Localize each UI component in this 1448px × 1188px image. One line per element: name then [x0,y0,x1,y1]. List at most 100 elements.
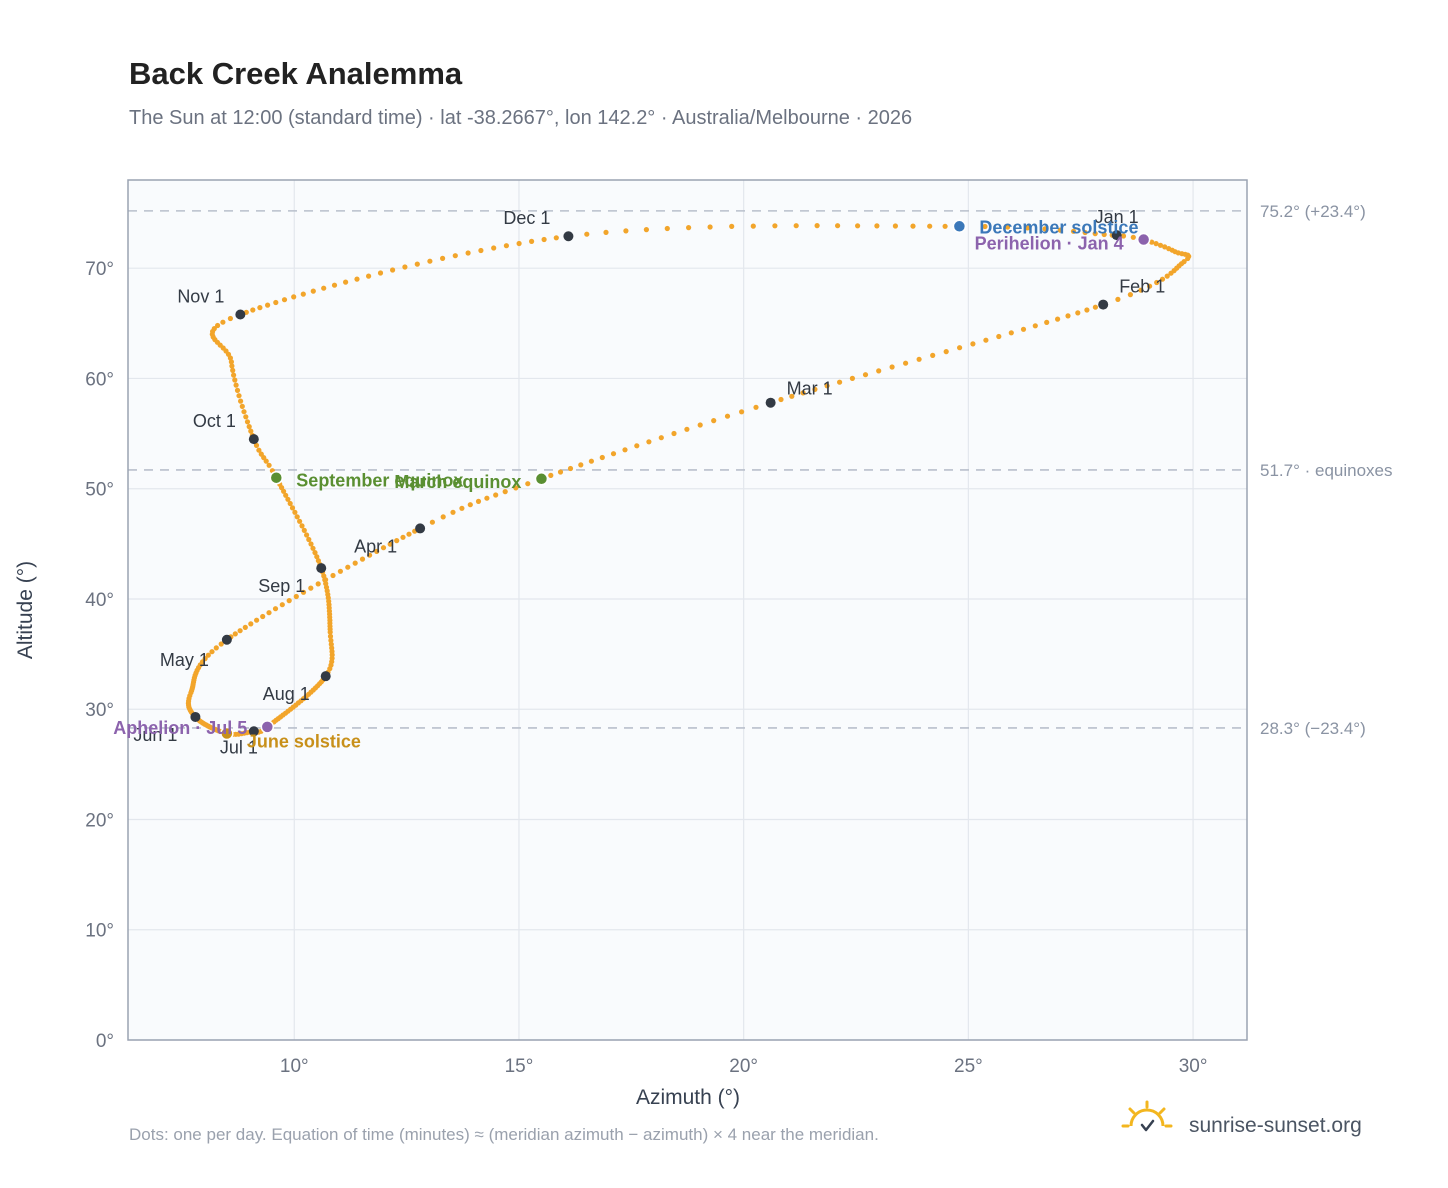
day-dot [707,224,713,230]
event-label: December solstice [979,217,1138,237]
day-dot [1082,229,1088,236]
day-dot [686,225,692,231]
day-dot [312,550,318,556]
day-dot [1162,244,1168,250]
day-dot [285,496,291,502]
day-dot [484,495,490,501]
day-dot [236,393,242,399]
day-dot [996,333,1002,340]
day-dot [658,435,664,441]
event-label: Aphelion · Jul 5 [113,718,247,738]
y-tick-label: 20° [85,810,114,831]
day-dot [292,509,298,515]
day-dot [230,367,236,373]
day-dot [260,613,266,620]
day-dot [248,428,254,434]
day-dot [837,379,843,385]
day-dot [529,238,535,244]
day-dot [876,368,882,374]
reference-line-label: 75.2° (+23.4°) [1260,202,1366,221]
day-dot [1070,228,1077,234]
month-marker [221,634,232,645]
day-dot [294,514,300,520]
plot-frame [127,179,1248,1041]
day-dot [308,585,314,591]
day-dot [406,531,412,537]
day-dot [503,243,509,249]
day-dot [213,645,219,651]
day-dot [387,541,393,547]
day-dot [234,387,241,393]
day-dot [211,326,217,332]
day-dot [1120,233,1127,239]
day-dot [525,481,531,487]
month-label: Jun 1 [133,725,177,745]
day-dot [793,223,799,229]
brand-name: sunrise-sunset.org [1189,1114,1362,1137]
day-dot [345,564,351,570]
day-dot [671,430,677,437]
month-marker [1111,230,1122,241]
reference-line-label: 28.3° (−23.4°) [1260,719,1366,738]
day-dot [215,322,221,329]
day-dot [452,253,458,259]
day-dot [1065,313,1071,319]
event-marker [269,470,284,485]
day-dot [664,225,670,232]
day-dot [835,223,841,229]
day-dot [1005,224,1011,230]
month-label: Mar 1 [787,379,833,399]
day-dot [300,589,307,595]
day-dot [414,261,420,267]
month-marker [320,671,331,682]
day-dot [244,419,251,425]
day-dot [634,443,640,449]
day-dot [231,372,237,378]
day-dot [874,223,880,229]
event-label: September equinox [296,471,463,491]
plot-area [128,180,1247,1040]
reference-line-label: 51.7° · equinoxes [1260,461,1393,480]
day-dot [450,509,456,515]
day-dot [289,505,296,511]
day-dot [800,390,806,396]
day-dot [1024,225,1031,231]
day-dot [321,285,327,291]
day-dot [750,223,756,229]
day-dot [273,299,279,306]
day-dot [315,558,321,564]
day-dot [548,472,554,478]
axis-ticks: 10° 15° 20° 25° 30° 0° 10° 20° 30° 40° 50° 60° 70° [85,259,1207,1077]
x-tick-label: 20° [729,1056,758,1077]
footnote: Dots: one per day. Equation of time (min… [129,1125,879,1144]
chart-title: Back Creek Analemma [129,56,463,91]
day-dot [237,628,243,634]
day-dot [643,227,650,233]
day-dot [233,382,239,388]
month-label: Dec 1 [503,208,550,228]
day-dot [553,235,559,241]
x-tick-label: 25° [954,1056,983,1077]
day-dot [256,447,262,453]
day-dot [983,337,989,343]
day-dot [354,276,360,282]
day-dot [982,223,988,230]
y-tick-label: 10° [85,921,114,942]
day-dot [394,538,400,544]
month-marker [563,231,574,242]
day-dot [293,593,299,600]
day-dot [243,414,249,420]
day-dot [724,413,731,419]
y-tick-label: 60° [85,369,114,390]
chart-subtitle: The Sun at 12:00 (standard time) · lat -… [129,107,912,129]
day-dot [266,462,272,468]
day-dot [205,652,211,658]
y-tick-label: 70° [85,259,114,280]
day-dot [927,223,933,229]
day-dot [1075,310,1081,316]
month-marker [415,523,426,534]
x-axis-label: Azimuth (°) [636,1086,740,1109]
day-dot [1149,239,1155,245]
